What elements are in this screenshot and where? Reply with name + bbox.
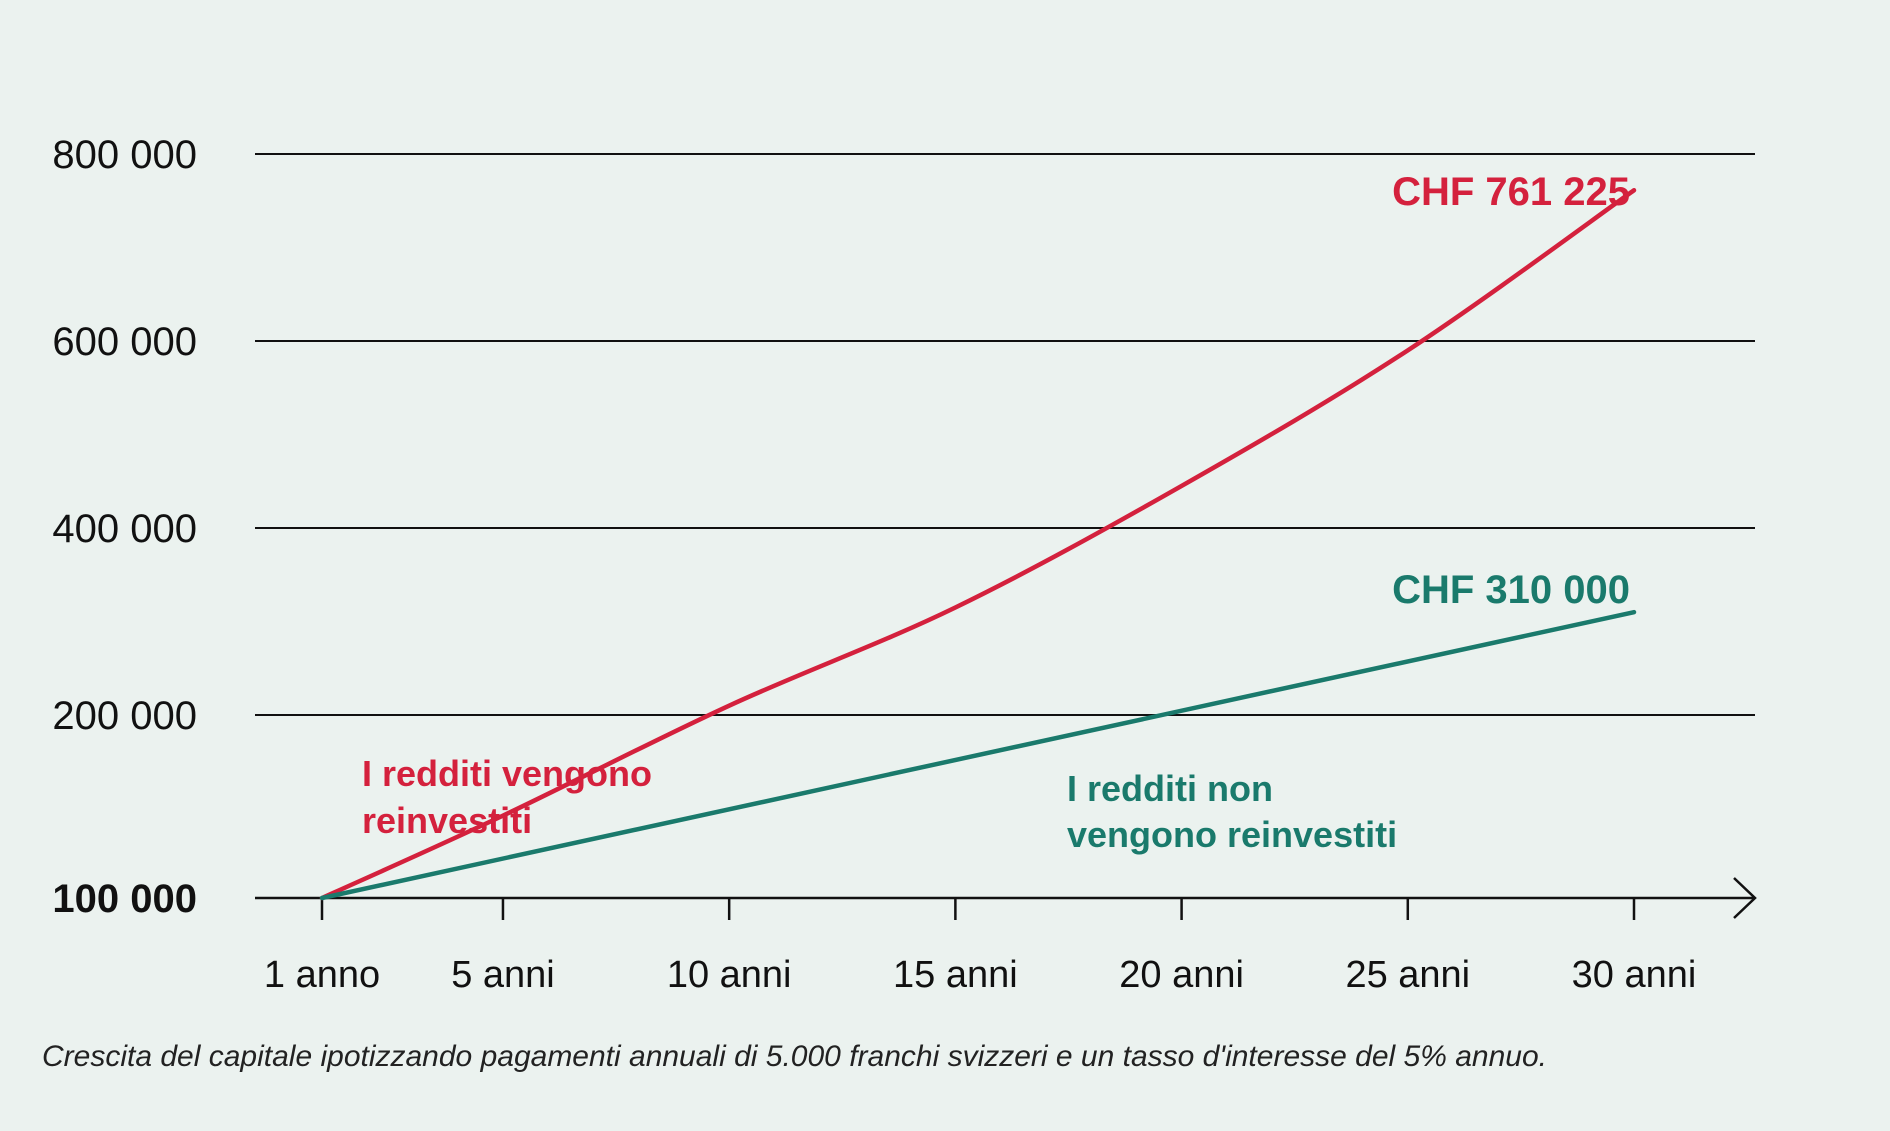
series-line-not-reinvested <box>319 609 1637 901</box>
x-tick-label: 25 anni <box>1345 954 1470 996</box>
y-tick-label: 200 000 <box>52 694 197 738</box>
end-value-label: CHF 310 000 <box>1392 568 1630 612</box>
x-tick-label: 10 anni <box>667 954 792 996</box>
series-annotation: I redditi vengono <box>362 753 652 794</box>
x-tick-label: 30 anni <box>1572 954 1697 996</box>
end-value-label: CHF 761 225 <box>1392 170 1630 214</box>
x-axis-arrow-icon <box>1733 877 1757 919</box>
y-tick-label: 400 000 <box>52 507 197 551</box>
series-annotation: reinvestiti <box>362 800 532 841</box>
x-tick-label: 20 anni <box>1119 954 1244 996</box>
y-tick-label: 600 000 <box>52 320 197 364</box>
series-annotation: vengono reinvestiti <box>1067 814 1397 855</box>
chart-caption: Crescita del capitale ipotizzando pagame… <box>42 1040 1547 1073</box>
x-tick-label: 1 anno <box>264 954 380 996</box>
series-annotation: I redditi non <box>1067 768 1273 809</box>
y-tick-label: 100 000 <box>52 877 197 921</box>
x-tick-label: 5 anni <box>451 954 555 996</box>
series-line-reinvested <box>319 188 1637 901</box>
y-tick-label: 800 000 <box>52 133 197 177</box>
x-tick-label: 15 anni <box>893 954 1018 996</box>
